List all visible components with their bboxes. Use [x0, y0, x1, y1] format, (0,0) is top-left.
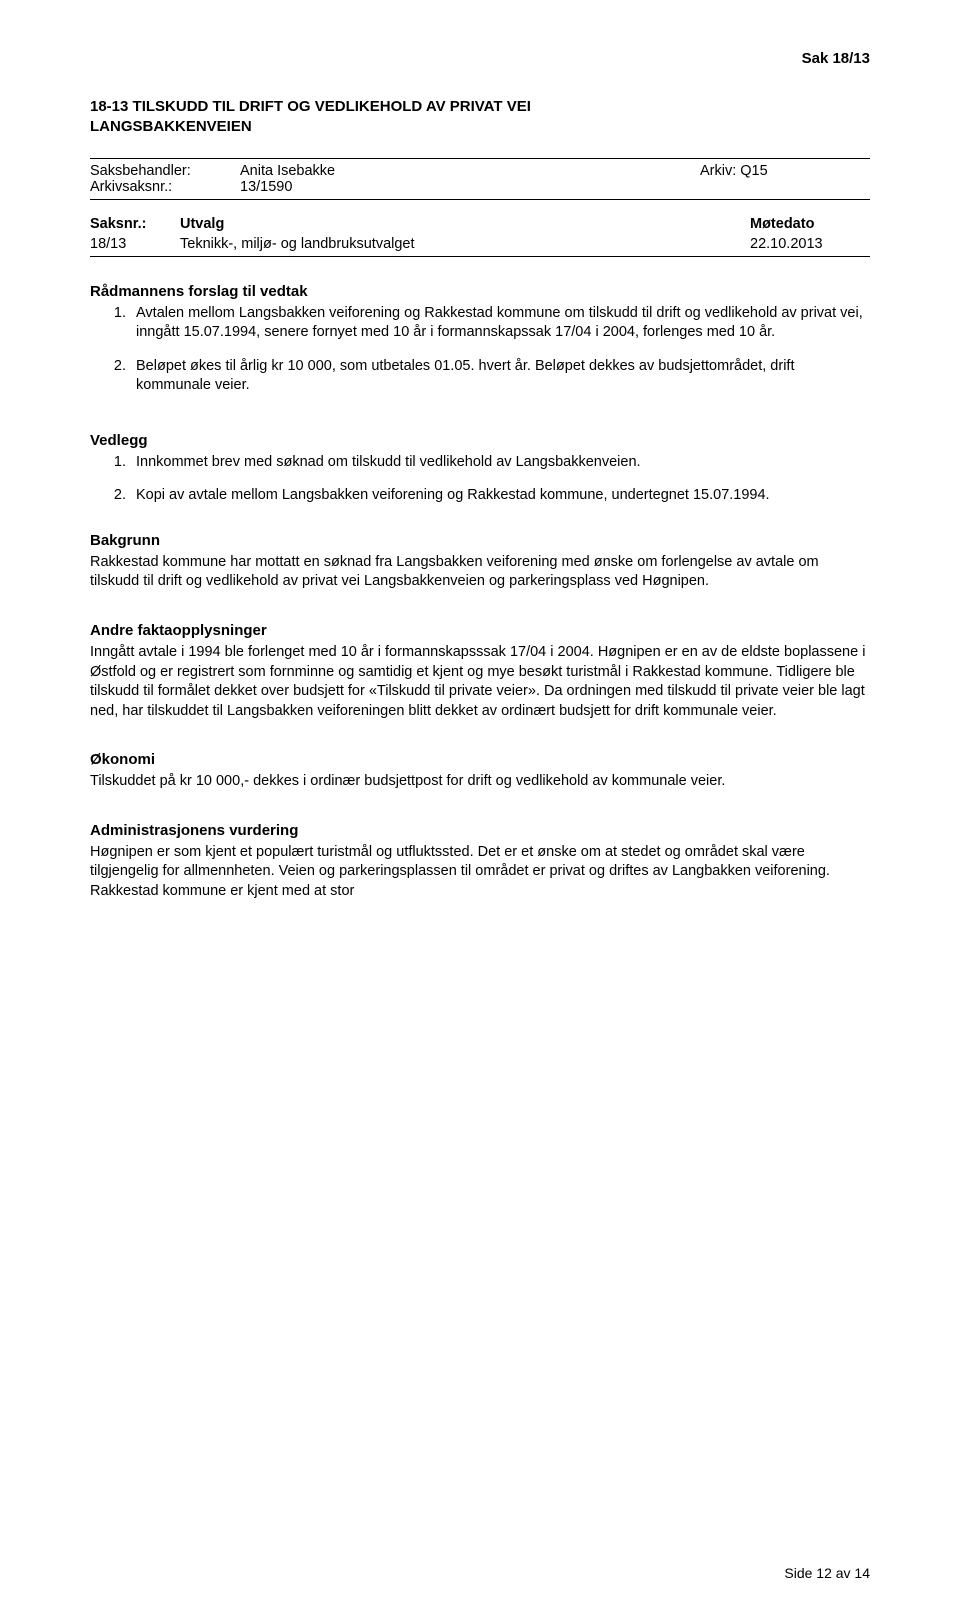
fakta-text: Inngått avtale i 1994 ble forlenget med … [90, 643, 870, 721]
utvalg-row-saksnr: 18/13 [90, 236, 180, 252]
bakgrunn-heading: Bakgrunn [90, 532, 870, 549]
document-title: 18-13 TILSKUDD TIL DRIFT OG VEDLIKEHOLD … [90, 97, 870, 138]
utvalg-head-date: Møtedato [750, 216, 870, 232]
utvalg-row-date: 22.10.2013 [750, 236, 870, 252]
utvalg-row-utvalg: Teknikk-, miljø- og landbruksutvalget [180, 236, 750, 252]
saksbehandler-value: Anita Isebakke [240, 163, 700, 179]
utvalg-header-row: Saksnr.: Utvalg Møtedato [90, 214, 870, 234]
arkiv-label: Arkiv: Q15 [700, 163, 870, 179]
bakgrunn-text: Rakkestad kommune har mottatt en søknad … [90, 553, 870, 592]
meta-table: Saksbehandler: Anita Isebakke Arkiv: Q15… [90, 158, 870, 200]
sak-header: Sak 18/13 [90, 50, 870, 67]
document-page: Sak 18/13 18-13 TILSKUDD TIL DRIFT OG VE… [0, 0, 960, 1617]
title-line-2: LANGSBAKKENVEIEN [90, 118, 252, 135]
okonomi-text: Tilskuddet på kr 10 000,- dekkes i ordin… [90, 772, 870, 792]
forslag-list: Avtalen mellom Langsbakken veiforening o… [90, 304, 870, 396]
okonomi-heading: Økonomi [90, 751, 870, 768]
title-line-1: 18-13 TILSKUDD TIL DRIFT OG VEDLIKEHOLD … [90, 98, 531, 115]
vedlegg-item-2: Kopi av avtale mellom Langsbakken veifor… [130, 486, 870, 506]
forslag-item-1: Avtalen mellom Langsbakken veiforening o… [130, 304, 870, 343]
utvalg-body-row: 18/13 Teknikk-, miljø- og landbruksutval… [90, 234, 870, 256]
arkiv-empty [700, 179, 870, 195]
vedlegg-item-1: Innkommet brev med søknad om tilskudd ti… [130, 453, 870, 473]
vedlegg-heading: Vedlegg [90, 432, 870, 449]
utvalg-head-saksnr: Saksnr.: [90, 216, 180, 232]
vurdering-heading: Administrasjonens vurdering [90, 822, 870, 839]
meta-row-saksbehandler: Saksbehandler: Anita Isebakke Arkiv: Q15 [90, 163, 870, 179]
vurdering-text: Høgnipen er som kjent et populært turist… [90, 843, 870, 902]
arkivsaksnr-label: Arkivsaksnr.: [90, 179, 240, 195]
utvalg-head-utvalg: Utvalg [180, 216, 750, 232]
meta-row-arkivsaksnr: Arkivsaksnr.: 13/1590 [90, 179, 870, 195]
arkivsaksnr-value: 13/1590 [240, 179, 700, 195]
fakta-heading: Andre faktaopplysninger [90, 622, 870, 639]
forslag-heading: Rådmannens forslag til vedtak [90, 283, 870, 300]
saksbehandler-label: Saksbehandler: [90, 163, 240, 179]
vedlegg-list: Innkommet brev med søknad om tilskudd ti… [90, 453, 870, 506]
forslag-item-2: Beløpet økes til årlig kr 10 000, som ut… [130, 357, 870, 396]
page-footer: Side 12 av 14 [784, 1565, 870, 1581]
utvalg-table: Saksnr.: Utvalg Møtedato 18/13 Teknikk-,… [90, 214, 870, 257]
